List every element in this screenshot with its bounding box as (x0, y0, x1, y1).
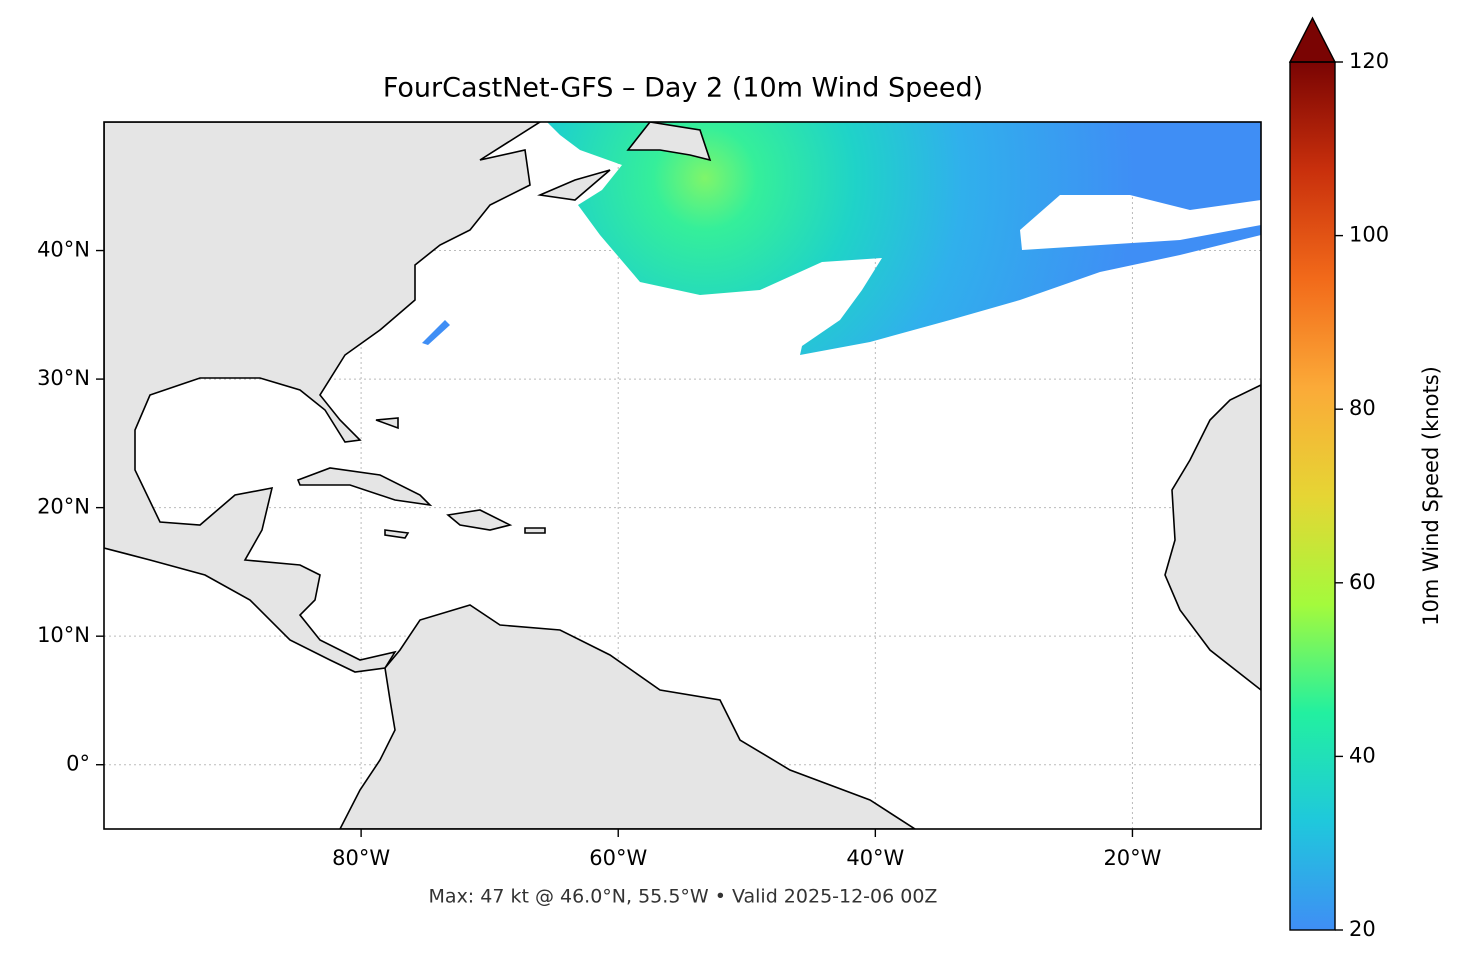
annotation: Max: 47 kt @ 46.0°N, 55.5°W • Valid 2025… (429, 886, 938, 908)
colorbar-frame (1289, 61, 1336, 931)
wind-field (328, 182, 450, 345)
x-tick-label: 80°W (332, 846, 390, 870)
x-tick-label: 20°W (1103, 846, 1161, 870)
wind-field (547, 122, 1261, 355)
colorbar-fill (1290, 62, 1335, 930)
land-north-america (104, 122, 542, 673)
colorbar-extend (1288, 16, 1337, 63)
map (104, 122, 1261, 829)
x-tick-label: 60°W (589, 846, 647, 870)
colorbar-tick-label: 60 (1349, 570, 1376, 594)
colorbar-tick-label: 120 (1349, 49, 1389, 73)
y-tick-label: 30°N (37, 366, 90, 390)
y-tick-label: 40°N (37, 238, 90, 262)
colorbar-tick-label: 80 (1349, 396, 1376, 420)
colorbar: 20 40 60 80 100 120 10m Wind Speed (knots) (1288, 16, 1443, 941)
land-islands (296, 122, 712, 539)
y-tick-label: 0° (66, 752, 90, 776)
colorbar-label: 10m Wind Speed (knots) (1419, 366, 1443, 626)
y-tick-label: 10°N (37, 623, 90, 647)
chart-title: FourCastNet-GFS – Day 2 (10m Wind Speed) (383, 73, 983, 104)
land-africa (1164, 384, 1261, 692)
land-south-america (339, 604, 917, 829)
colorbar-tick-label: 40 (1349, 743, 1376, 767)
colorbar-tick-label: 100 (1349, 223, 1389, 247)
map-frame (103, 121, 1262, 830)
colorbar-tick-label: 20 (1349, 917, 1376, 941)
x-tick-label: 40°W (846, 846, 904, 870)
y-tick-label: 20°N (37, 495, 90, 519)
